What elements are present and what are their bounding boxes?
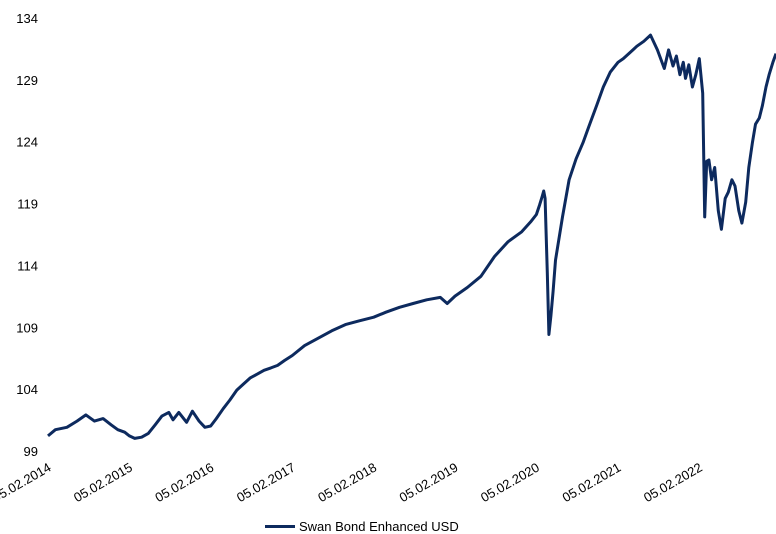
y-tick-label: 129	[16, 73, 38, 88]
x-tick-label: 05.02.2018	[315, 460, 379, 506]
y-tick-label: 109	[16, 320, 38, 335]
y-tick-label: 124	[16, 135, 38, 150]
series-lines	[47, 33, 776, 440]
y-tick-label: 99	[24, 444, 38, 459]
legend-label: Swan Bond Enhanced USD	[299, 518, 459, 534]
series-line	[47, 33, 776, 440]
x-tick-label: 05.02.2021	[560, 460, 624, 506]
x-tick-label: 05.02.2022	[641, 460, 705, 506]
x-tick-label: 05.02.2015	[71, 460, 135, 506]
x-tick-label: 05.02.2019	[397, 460, 461, 506]
x-tick-label: 05.02.2020	[478, 460, 542, 506]
y-tick-label: 114	[17, 258, 38, 273]
y-tick-label: 104	[16, 382, 38, 397]
y-axis-ticks: 99 104 109 114 119 124 129 134	[16, 11, 38, 459]
x-tick-label: 05.02.2014	[0, 460, 54, 506]
x-tick-label: 05.02.2016	[152, 460, 216, 506]
x-tick-label: 05.02.2017	[234, 460, 298, 506]
y-tick-label: 119	[17, 197, 38, 212]
x-axis-ticks: 05.02.2014 05.02.2015 05.02.2016 05.02.2017…	[0, 460, 705, 506]
y-tick-label: 134	[16, 11, 38, 26]
legend-swatch	[265, 524, 295, 528]
legend: Swan Bond Enhanced USD	[265, 518, 459, 534]
